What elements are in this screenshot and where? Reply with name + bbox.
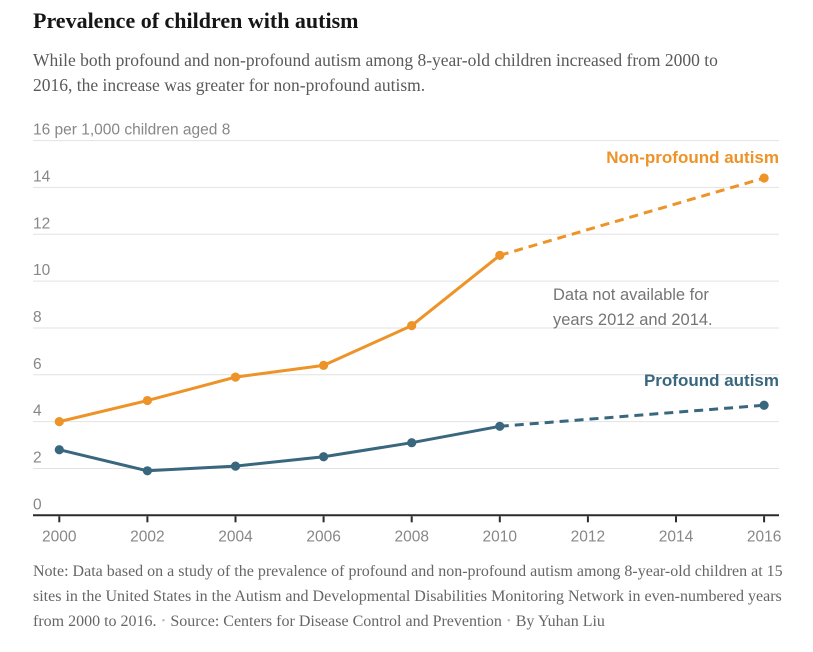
note-separator: •: [506, 615, 511, 627]
data-point-0-2002: [142, 395, 152, 406]
data-point-1-2002: [142, 466, 152, 476]
y-tick-label-12: 12: [33, 215, 50, 232]
series-line-dashed-1: [499, 403, 765, 428]
y-tick-label-4: 4: [33, 403, 42, 420]
x-tick-label-2004: 2004: [218, 528, 253, 545]
x-tick-label-2014: 2014: [659, 528, 694, 545]
series-line-solid-0: [58, 254, 501, 424]
y-tick-label-6: 6: [33, 356, 42, 373]
series-line-dashed-0: [499, 176, 765, 257]
data-point-0-2004: [230, 372, 241, 382]
x-tick-label-2000: 2000: [42, 528, 77, 545]
y-tick-label-8: 8: [33, 309, 42, 326]
line-chart-svg: 0 2 4 6 8 10 12 14 16 per 1,000 children aged 8 2…: [33, 122, 781, 545]
legend-profound-autism: Profound autism: [643, 371, 779, 390]
x-tick-label-2012: 2012: [571, 528, 605, 545]
source-text: Source: Centers for Disease Control and …: [170, 613, 502, 630]
footnote: Note: Data based on a study of the preva…: [33, 559, 785, 634]
note-text: Note: Data based on a study of the preva…: [33, 563, 783, 630]
y-tick-label-2: 2: [33, 449, 42, 466]
page-title: Prevalence of children with autism: [33, 8, 359, 33]
x-tick-label-2002: 2002: [130, 528, 164, 545]
data-point-0-2000: [54, 417, 64, 427]
note-separator: •: [161, 615, 166, 627]
data-point-1-2000: [54, 445, 64, 455]
x-tick-label-2016: 2016: [747, 528, 781, 545]
y-axis-unit-label: 16 per 1,000 children aged 8: [33, 122, 230, 139]
x-tick-label-2008: 2008: [394, 528, 428, 545]
line-chart: 0 2 4 6 8 10 12 14 16 per 1,000 children aged 8 2…: [0, 110, 813, 555]
data-point-1-2008: [407, 438, 417, 448]
data-point-1-2010: [495, 421, 505, 431]
missing-data-annotation: Data not available for years 2012 and 20…: [553, 286, 713, 329]
data-point-0-2008: [407, 320, 417, 331]
y-tick-label-14: 14: [33, 168, 51, 185]
chart-subtitle: While both profound and non-profound aut…: [33, 50, 718, 95]
x-tick-label-2006: 2006: [306, 528, 340, 545]
data-point-0-2006: [319, 360, 329, 371]
data-point-1-2006: [319, 452, 329, 462]
data-point-0-2016: [759, 173, 769, 183]
y-tick-label-0: 0: [33, 496, 42, 513]
legend-non-profound-autism: Non-profound autism: [606, 148, 779, 167]
y-tick-label-10: 10: [33, 262, 51, 279]
byline-text: By Yuhan Liu: [515, 613, 605, 630]
x-tick-label-2010: 2010: [483, 528, 518, 545]
series-line-solid-1: [58, 424, 501, 473]
data-point-1-2016: [759, 400, 769, 410]
data-point-0-2010: [495, 250, 505, 260]
data-point-1-2004: [230, 461, 241, 471]
